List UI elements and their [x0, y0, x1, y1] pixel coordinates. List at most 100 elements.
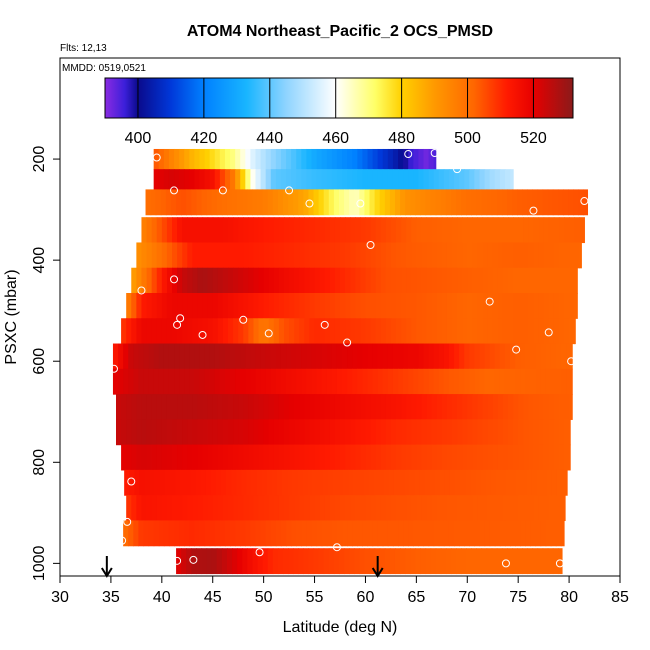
heat-cell [510, 520, 516, 547]
heat-cell [494, 169, 501, 190]
heat-cell [418, 148, 425, 170]
heat-cell [146, 217, 153, 244]
heat-cell [324, 495, 331, 522]
heat-cell [367, 343, 374, 370]
heat-cell [166, 267, 173, 294]
heat-cell [398, 148, 404, 170]
heat-cell [288, 548, 294, 575]
heat-cell [355, 217, 361, 244]
heat-cell [350, 419, 356, 446]
heat-cell [384, 189, 391, 216]
heat-cell [202, 242, 209, 269]
heat-cell [502, 267, 509, 294]
heat-cell [278, 293, 285, 319]
heat-cell [502, 444, 509, 471]
heat-cell [375, 444, 382, 471]
heat-cell [428, 520, 435, 547]
heat-cell [355, 293, 361, 319]
heat-cell [275, 169, 282, 190]
heat-cell [151, 495, 158, 522]
heat-cell [492, 318, 499, 345]
heat-cell [393, 469, 400, 496]
heat-cell [396, 217, 402, 244]
heat-cell [392, 520, 399, 547]
heat-cell [472, 267, 479, 294]
heat-cell [487, 217, 494, 244]
heat-cell [385, 394, 392, 420]
heat-cell [472, 217, 479, 244]
heat-cell [423, 169, 430, 190]
heat-cell [401, 444, 407, 471]
heat-cell [182, 267, 188, 294]
heat-cell [523, 495, 529, 522]
heat-cell [446, 293, 453, 319]
heat-cell [243, 495, 249, 522]
heat-cell [385, 217, 392, 244]
heat-cell [350, 495, 356, 522]
heat-cell [212, 242, 219, 269]
heat-cell [428, 368, 435, 395]
heat-cell [416, 394, 423, 420]
heat-cell [377, 148, 384, 170]
heat-cell [268, 394, 275, 420]
heat-cell [520, 520, 526, 547]
colorbar-label-420: 420 [191, 130, 218, 147]
heat-cell [253, 242, 260, 269]
heat-cell [309, 242, 316, 269]
heat-cell [238, 394, 244, 420]
heat-cell [530, 343, 537, 370]
heat-cell [443, 368, 450, 395]
heat-cell [467, 293, 473, 319]
heat-cell [372, 368, 379, 395]
heat-cell [528, 394, 535, 420]
heat-cell [352, 368, 358, 395]
heat-cell [394, 548, 401, 575]
heat-cell [260, 148, 267, 170]
heat-cell [481, 189, 488, 216]
heat-cell [154, 469, 161, 496]
heat-cell [421, 394, 428, 420]
heat-cell [131, 318, 137, 345]
heat-cell [474, 169, 481, 190]
heat-cell [296, 169, 302, 190]
heat-cell [156, 394, 163, 420]
heat-cell [189, 169, 195, 190]
heat-cell [172, 495, 178, 522]
heat-cell [336, 520, 343, 547]
heat-cell [380, 267, 387, 294]
heat-cell [212, 293, 219, 319]
heat-cell [331, 169, 338, 190]
heat-cell [172, 318, 178, 345]
heat-cell [217, 242, 224, 269]
heat-cell [253, 318, 260, 345]
heat-cell [161, 419, 168, 446]
heat-cell [233, 318, 239, 345]
heat-cell [345, 495, 351, 522]
heat-cell [277, 189, 284, 216]
heat-cell [459, 169, 465, 190]
heat-cell [553, 419, 560, 446]
heat-cell [112, 368, 119, 395]
heat-cell [421, 444, 428, 471]
heat-cell [318, 548, 325, 575]
heat-cell [416, 419, 423, 446]
heat-cell [160, 189, 167, 216]
heat-cell [230, 169, 236, 190]
heat-cell [367, 148, 374, 170]
heat-cell [207, 267, 214, 294]
heat-cell [185, 469, 191, 496]
heat-cell [182, 394, 188, 420]
heat-cell [487, 394, 494, 420]
heat-cell [340, 242, 346, 269]
heat-cell [450, 189, 457, 216]
heat-cell [126, 318, 132, 345]
heat-cell [136, 419, 143, 446]
heat-cell [411, 394, 417, 420]
heat-cell [533, 444, 540, 471]
colorbar-label-400: 400 [125, 130, 152, 147]
heat-cell [457, 495, 463, 522]
heat-cell [411, 217, 417, 244]
heat-cell [369, 189, 376, 216]
heat-cell [184, 148, 190, 170]
heat-cell [405, 189, 411, 216]
